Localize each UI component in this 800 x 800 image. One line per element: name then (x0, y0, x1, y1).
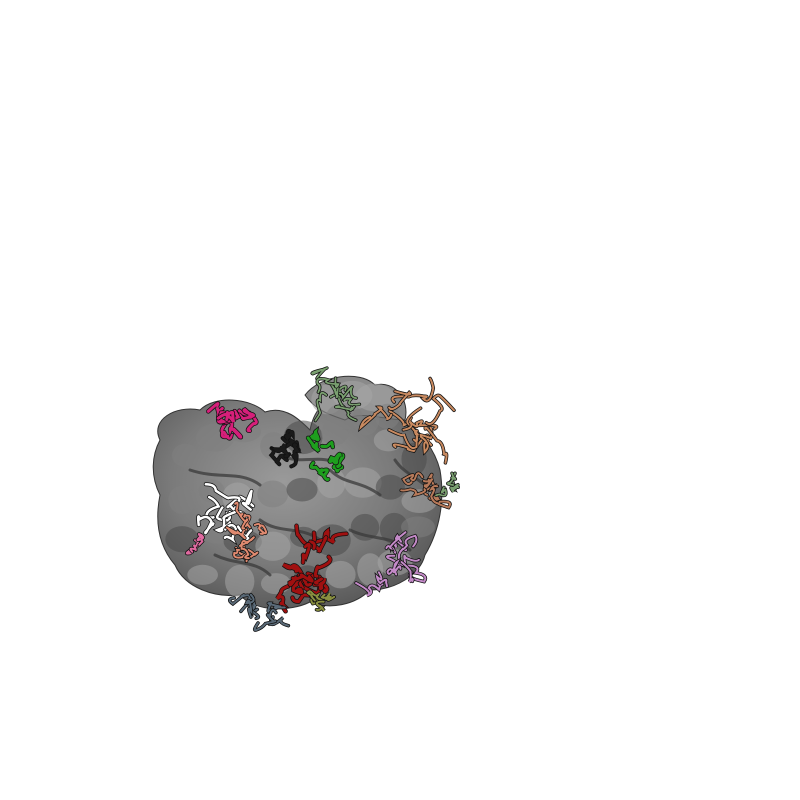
black-protein (268, 428, 302, 469)
surface-lobe (225, 564, 255, 598)
ribbon-strand (253, 609, 277, 632)
ribbon-strand (220, 422, 234, 440)
ribbon-strand (204, 482, 241, 505)
ribbon-strand (281, 429, 294, 444)
ribbon-strand (355, 578, 384, 597)
ribbon-strand (269, 446, 291, 466)
surface-lobe (257, 480, 289, 508)
ribbon-strand (283, 438, 301, 453)
ribbon-strand (234, 501, 249, 530)
ribbon-strand (290, 443, 301, 468)
ribbon-strand (359, 406, 393, 431)
sage-protein (310, 366, 362, 423)
ribbon-strand (275, 584, 290, 613)
surface-lobe (400, 516, 435, 538)
surface-lobe (172, 443, 198, 468)
surface-lobe (165, 526, 199, 553)
green-protein (308, 451, 346, 482)
magenta-protein (206, 401, 259, 441)
ribbon-strand (306, 436, 320, 453)
dark-red-helix-protein (281, 523, 349, 596)
ribbon-strand (320, 440, 335, 449)
ribbon-strand (189, 539, 200, 553)
ribbon-strand (435, 486, 447, 497)
ribbon-strand (388, 428, 419, 450)
ribbon-strand (423, 473, 439, 496)
ribbon-strand (306, 555, 332, 578)
brown-protein (399, 471, 452, 510)
surface-lobe (375, 474, 405, 500)
surface-lobe (255, 531, 291, 561)
ribbon-strand (338, 385, 361, 406)
ribbon-strand (425, 394, 455, 426)
surface-lobe (325, 560, 356, 589)
ribbon-strand (329, 385, 358, 400)
ribbon-strand (429, 485, 452, 509)
ribbon-strand (375, 571, 388, 588)
ribbon-strand (205, 495, 221, 519)
slate-protein (227, 592, 291, 632)
ribbon-strand (253, 522, 268, 535)
surface-lobe (286, 477, 318, 502)
ribbon-strand (400, 561, 414, 583)
ribbon-strand (334, 405, 356, 412)
protein-ribbons (184, 366, 460, 632)
pink-protein (184, 532, 205, 556)
ribbon-strand (244, 593, 255, 619)
ribbon-strand (311, 367, 328, 380)
lilac-protein (354, 530, 428, 598)
ribbon-strand (225, 526, 248, 540)
ribbon-strand (388, 390, 412, 411)
surface-lobe (260, 432, 287, 460)
ribbon-strand (306, 590, 324, 602)
ribbon-strand (288, 573, 314, 587)
ribbon-strand (315, 600, 326, 612)
ribbon-strand (271, 443, 290, 458)
ribbon-strand (228, 593, 255, 606)
ribbon-strand (316, 377, 340, 394)
ribbon-strand (422, 477, 434, 489)
ribbon-strand (309, 461, 330, 482)
ribbon-strand (223, 523, 238, 544)
surface-lobe (260, 573, 291, 595)
ribbon-strand (400, 488, 427, 497)
dark-red-lower-protein (275, 572, 324, 614)
ribbon-strand (320, 592, 336, 602)
ribbon-strand (267, 602, 286, 613)
ribbon-strand (236, 525, 253, 544)
ribbon-strand (406, 407, 422, 438)
ribbon-strand (328, 452, 342, 465)
ribbon-strand (309, 427, 320, 442)
ribbon-strand (424, 426, 448, 464)
olive-protein (305, 589, 336, 612)
surface-lobe (187, 564, 218, 585)
ribbon-strand (196, 515, 215, 535)
ribbon-strand (314, 391, 328, 422)
ribbon-strand (397, 534, 418, 562)
ribbon-strand (238, 407, 255, 421)
ribbon-strand (385, 531, 407, 551)
sage-right-protein (434, 471, 460, 498)
ribbon-strand (402, 472, 424, 486)
ribbon-strand (239, 536, 255, 560)
ribbon-strand (450, 483, 460, 493)
ribbon-strand (301, 542, 311, 564)
ribbon-strand (216, 410, 235, 423)
ribbon-strand (446, 472, 457, 486)
ribbon-strand (241, 489, 253, 511)
peach-protein (357, 376, 456, 465)
surface-lobe (168, 485, 197, 515)
green-upper-protein (305, 425, 336, 454)
ribbon-strand (196, 532, 205, 546)
ribbon-strand (336, 453, 345, 469)
ribbon-strand (282, 563, 305, 590)
ribbon-strand (386, 559, 402, 576)
salmon-protein (225, 500, 268, 563)
